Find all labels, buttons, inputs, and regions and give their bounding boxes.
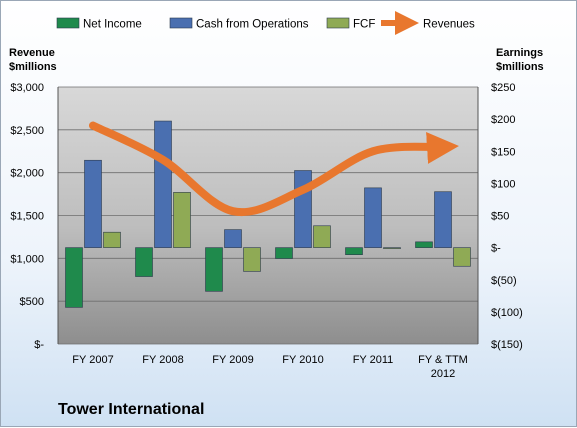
bar-fcf: [103, 231, 121, 248]
bar-net-income: [415, 241, 433, 248]
right-tick-label: $200: [491, 114, 515, 126]
right-tick-label: $50: [491, 211, 509, 223]
bar-cash-from-operations: [434, 191, 452, 248]
bar-cash-from-operations: [364, 187, 382, 248]
right-tick-label: $250: [491, 82, 515, 94]
legend-swatch: [56, 17, 80, 29]
bar-cash-from-operations: [154, 120, 172, 248]
bar-fcf: [453, 247, 471, 267]
bar-cash-from-operations: [294, 170, 312, 248]
category-label: FY 2007: [72, 354, 113, 366]
legend-swatch: [169, 17, 193, 29]
left-axis-title: $millions: [9, 61, 57, 73]
left-tick-label: $3,000: [10, 82, 44, 94]
bar-cash-from-operations: [224, 229, 242, 248]
bar-net-income: [135, 247, 153, 277]
category-label: FY & TTM: [418, 354, 468, 366]
category-label: FY 2010: [282, 354, 323, 366]
bar-net-income: [205, 247, 223, 292]
category-label: FY 2011: [353, 354, 394, 366]
legend-label: Net Income: [83, 19, 142, 31]
right-axis-title: $millions: [496, 61, 544, 73]
category-label: 2012: [431, 368, 455, 380]
left-tick-label: $-: [34, 339, 44, 351]
revenue-line-layer: [89, 121, 459, 217]
bar-fcf: [173, 192, 191, 248]
right-tick-label: $(50): [491, 275, 517, 287]
bar-cash-from-operations: [84, 159, 102, 248]
left-tick-label: $500: [20, 296, 44, 308]
left-tick-label: $1,000: [10, 253, 44, 265]
legend-label: FCF: [353, 19, 375, 31]
bar-net-income: [345, 247, 363, 255]
gridlines: [58, 86, 478, 345]
legend-label: Revenues: [423, 19, 475, 31]
bar-fcf: [383, 247, 401, 249]
right-tick-label: $150: [491, 146, 515, 158]
legend: Net Income Cash from Operations FCF Revenue…: [56, 11, 475, 35]
bar-fcf: [243, 247, 261, 272]
left-tick-label: $1,500: [10, 211, 44, 223]
right-tick-label: $100: [491, 178, 515, 190]
left-axis-title: Revenue: [9, 47, 55, 59]
axes: $- $500 $1,000 $1,500 $2,000 $2,500 $3,000 $(15…: [9, 47, 544, 380]
left-tick-label: $2,500: [10, 125, 44, 137]
category-label: FY 2009: [212, 354, 253, 366]
revenue-line: [89, 121, 459, 217]
right-tick-label: $(150): [491, 339, 523, 351]
left-tick-label: $2,000: [10, 168, 44, 180]
right-axis-title: Earnings: [496, 47, 543, 59]
legend-swatch: [326, 17, 350, 29]
right-tick-label: $(100): [491, 307, 523, 319]
category-label: FY 2008: [142, 354, 183, 366]
bar-net-income: [275, 247, 293, 259]
legend-label: Cash from Operations: [196, 19, 309, 31]
right-tick-label: $-: [491, 243, 501, 255]
company-name: Tower International: [58, 401, 204, 418]
bar-net-income: [65, 247, 83, 308]
bar-fcf: [313, 225, 331, 248]
